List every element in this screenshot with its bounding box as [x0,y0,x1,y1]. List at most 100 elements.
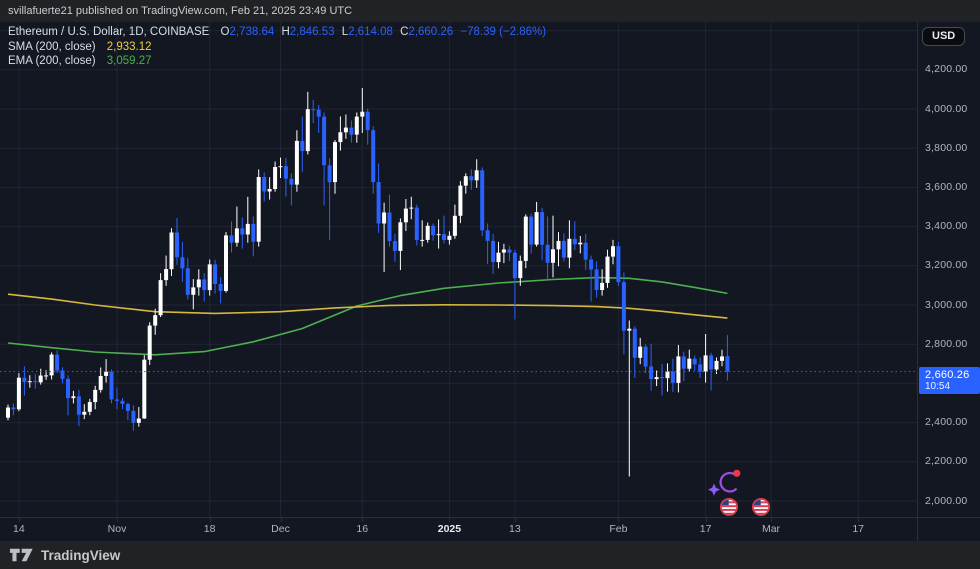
candle-body [327,165,332,183]
axis-corner [917,517,980,541]
candlestick-chart[interactable] [0,22,917,517]
candle-body [458,185,463,216]
time-tick-mark [771,518,772,522]
time-tick-label: 2025 [437,523,462,535]
ohlc-close-value: 2,660.26 [408,26,454,38]
price-tick-label: 3,200.00 [925,259,968,272]
candle-body [322,116,327,166]
candle-body [654,377,659,380]
candle-body [709,355,714,370]
candle-body [16,377,21,410]
candle-body [229,235,234,243]
time-tick-mark [618,518,620,522]
price-tick-label: 2,800.00 [925,337,968,350]
sma-legend-row[interactable]: SMA (200, close) 2,933.12 [8,41,546,55]
time-tick-label: Mar [761,523,781,535]
ema-label[interactable]: EMA (200, close) [8,55,96,68]
candle-body [93,389,98,403]
footer-brand-text[interactable]: TradingView [41,547,121,563]
time-tick-mark [18,518,20,522]
ohlc-low-label: L [341,26,349,38]
sma-label[interactable]: SMA (200, close) [8,40,96,53]
candle-body [234,228,239,243]
candle-body [681,356,686,369]
time-axis[interactable]: 14 Nov 18 Dec 16 2025 13 Feb 17 Mar 17 [0,517,917,541]
candle-body [343,127,348,133]
candle-body [431,225,436,236]
candle-body [153,315,158,326]
time-tick-mark [449,518,451,522]
candle-body [180,257,185,269]
symbol-legend-row[interactable]: Ethereum / U.S. Dollar, 1D, COINBASE O2,… [8,26,546,40]
candle-body [131,410,136,423]
time-tick-label: 14 [13,523,25,535]
sparkle-flash-badge[interactable] [707,469,741,496]
candle-body [109,371,114,400]
candle-body [240,228,245,235]
flag-ring [719,497,739,517]
candle-body [76,396,81,415]
candle-body [360,111,365,117]
candlestick-series[interactable] [6,88,730,477]
time-tick-label: 17 [699,523,712,535]
candle-body [687,358,692,369]
candle-body [545,244,550,263]
candle-body [147,325,152,360]
candle-body [136,418,141,423]
us-flag-sticker[interactable] [719,497,739,517]
notification-dot-icon [733,469,741,477]
us-flag-sticker[interactable] [751,497,771,517]
sma-200-line[interactable] [7,293,728,319]
publish-info-bar: svillafuerte21 published on TradingView.… [0,0,980,22]
candle-body [316,109,321,117]
candle-body [643,346,648,367]
candle-body [44,375,49,377]
candle-body [469,176,474,181]
candle-body [491,240,496,263]
candle-body [534,212,539,245]
candle-body [561,240,566,258]
candle-body [621,282,626,331]
price-tick-label: 2,000.00 [925,494,968,507]
candle-body [649,366,654,379]
candle-body [420,239,425,241]
candle-body [354,116,359,135]
grid [0,22,917,517]
candle-body [278,166,283,168]
tradingview-logo-icon[interactable] [9,547,34,563]
candle-body [294,140,299,185]
candle-body [692,358,697,365]
candle-body [594,269,599,290]
price-axis[interactable]: USD 4,200.00 4,000.00 3,800.00 3,600.00 3,40… [917,22,980,517]
currency-usd-button[interactable]: USD [922,27,966,46]
candle-body [98,376,103,390]
change-value: −78.39 (−2.86%) [460,26,547,38]
candle-body [676,356,681,383]
candle-body [349,127,354,135]
candle-body [436,234,441,236]
candle-body [371,130,376,183]
candle-body [158,280,163,316]
candle-body [305,109,310,152]
ema-legend-row[interactable]: EMA (200, close) 3,059.27 [8,55,546,69]
ohlc-high-label: H [281,26,290,38]
candle-body [33,381,38,383]
candle-body [409,207,414,209]
candle-body [196,279,201,288]
time-tick-label: Dec [271,523,290,535]
symbol-title[interactable]: Ethereum / U.S. Dollar, 1D, COINBASE [8,26,210,38]
bar-countdown: 10:54 [925,381,951,393]
chart-pane[interactable]: Ethereum / U.S. Dollar, 1D, COINBASE O2,… [0,22,917,517]
candle-body [447,235,452,240]
candle-body [632,328,637,358]
price-tick-label: 2,400.00 [925,416,968,429]
time-tick-mark [514,518,516,522]
flag-ring [751,497,771,517]
annotation-stickers[interactable] [707,469,771,517]
candle-body [425,225,430,240]
candle-body [698,364,703,372]
candle-body [87,402,92,412]
time-tick-mark [280,518,282,522]
candle-body [115,399,119,401]
ema-200-line[interactable] [7,276,728,356]
